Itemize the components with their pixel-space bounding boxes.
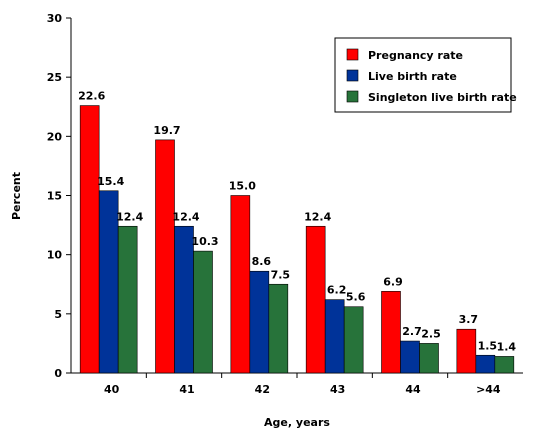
bar	[230, 195, 251, 374]
bar-value-label: 12.4	[172, 210, 199, 223]
x-tick-label: 42	[255, 383, 270, 396]
x-tick-label: 40	[104, 383, 120, 396]
legend-label: Pregnancy rate	[368, 49, 463, 62]
legend-swatch	[346, 69, 359, 82]
x-tick-label: 41	[179, 383, 194, 396]
bar	[155, 139, 175, 374]
bar-value-label: 1.5	[478, 339, 498, 352]
bar-value-label: 6.9	[383, 275, 403, 288]
y-axis-title: Percent	[10, 172, 23, 220]
bar	[249, 270, 270, 374]
bar-value-label: 12.4	[116, 210, 143, 223]
bars	[79, 105, 515, 374]
bar-value-label: 2.7	[402, 325, 422, 338]
x-tick-label: 43	[330, 383, 345, 396]
bar-value-label: 22.6	[78, 90, 105, 103]
y-tick-label: 10	[47, 249, 63, 262]
bar	[79, 105, 100, 374]
y-tick-label: 15	[47, 190, 62, 203]
bar	[494, 356, 515, 374]
bar	[475, 354, 496, 374]
bar	[174, 225, 194, 374]
bar-value-label: 7.5	[271, 268, 291, 281]
x-axis: 40 41 42 43 44 >44	[71, 372, 523, 396]
bar	[456, 328, 477, 374]
legend-swatch	[346, 48, 359, 61]
legend-items: Pregnancy rate Live birth rate Singleton l…	[346, 48, 517, 104]
legend-label: Singleton live birth rate	[368, 91, 517, 104]
x-tick-label: 44	[405, 383, 421, 396]
y-tick-label: 20	[47, 130, 63, 143]
y-tick-label: 0	[54, 367, 62, 380]
bar-value-label: 6.2	[327, 284, 347, 297]
bar-value-label: 8.6	[252, 255, 272, 268]
bar-value-label: 2.5	[421, 327, 441, 340]
legend-swatch	[346, 90, 359, 103]
legend-box	[334, 37, 512, 113]
bar-value-label: 1.4	[497, 340, 517, 353]
y-axis: 0 5 10 15 20 25 30	[47, 12, 72, 380]
bar-value-label: 12.4	[304, 210, 331, 223]
bar-value-label: 19.7	[153, 124, 180, 137]
bar-value-label: 15.4	[97, 175, 124, 188]
x-axis-title: Age, years	[264, 416, 330, 429]
bar-value-label: 10.3	[191, 235, 218, 248]
y-tick-label: 30	[47, 12, 63, 25]
x-ticks: 40 41 42 43 44 >44	[104, 373, 501, 396]
bar-value-label: 15.0	[229, 180, 256, 193]
bar	[381, 291, 401, 374]
bar-value-label: 3.7	[459, 313, 479, 326]
bar-value-label: 5.6	[346, 291, 366, 304]
value-labels: 22.6 15.4 12.4 19.7 12.4 10.3 15.0 8.67.5 12.4 6.…	[78, 90, 516, 354]
bar	[400, 340, 420, 374]
y-tick-label: 5	[54, 308, 62, 321]
bar	[419, 343, 439, 374]
x-tick-label: >44	[476, 383, 501, 396]
legend-label: Live birth rate	[368, 70, 457, 83]
bar	[193, 250, 213, 374]
bar	[343, 306, 364, 374]
bar	[117, 225, 138, 374]
bar	[324, 299, 345, 374]
legend: Pregnancy rate Live birth rate Singleton l…	[334, 37, 517, 113]
y-ticks: 0 5 10 15 20 25 30	[47, 12, 71, 380]
bar	[305, 225, 326, 374]
bar	[268, 283, 289, 374]
y-tick-label: 25	[47, 71, 62, 84]
